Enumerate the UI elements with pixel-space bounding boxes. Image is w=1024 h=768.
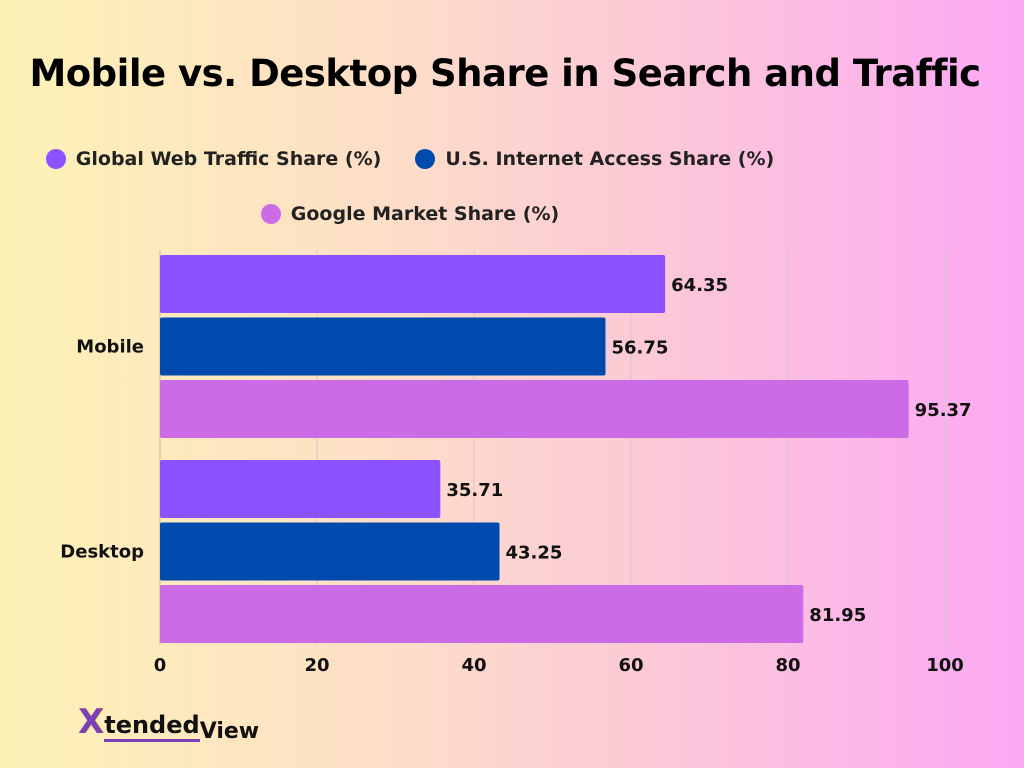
legend-dot-icon [260,204,281,224]
x-tick-label: 80 [775,655,800,676]
x-tick-label: 60 [618,655,643,676]
bar-desktop-1 [160,522,500,581]
bar-desktop-2 [160,585,804,643]
x-tick-label: 40 [461,655,486,676]
legend-label: Global Web Traffic Share (%) [75,148,382,170]
data-label: 81.95 [809,605,866,626]
legend-item-global-web: Global Web Traffic Share (%) [45,148,382,170]
data-label: 95.37 [915,400,972,421]
legend-label: U.S. Internet Access Share (%) [445,148,775,170]
bar-desktop-0 [160,460,441,518]
legend-dot-icon [45,149,66,169]
data-label: 43.25 [506,543,563,564]
x-tick-label: 0 [154,655,167,676]
chart-title: Mobile vs. Desktop Share in Search and T… [29,52,981,95]
logo-view: View [199,719,260,744]
logo-tended: tended [104,711,200,742]
data-label: 64.35 [671,275,728,296]
logo-x: X [78,702,105,742]
y-category-label: Mobile [76,337,144,358]
bar-mobile-2 [160,380,909,438]
data-label: 35.71 [446,480,503,501]
bar-mobile-1 [160,317,606,376]
legend-row-2: Google Market Share (%) [0,203,960,225]
legend-row-1: Global Web Traffic Share (%) U.S. Intern… [0,148,960,170]
legend-item-google: Google Market Share (%) [260,203,560,225]
x-tick-label: 20 [304,655,329,676]
y-category-label: Desktop [60,542,144,563]
bar-mobile-0 [160,255,666,313]
data-label: 56.75 [611,338,668,359]
xtendedview-logo: XtendedView [78,702,260,744]
legend-dot-icon [415,149,436,169]
legend-label: Google Market Share (%) [290,203,560,225]
x-tick-label: 100 [926,655,964,676]
legend-item-us-internet: U.S. Internet Access Share (%) [415,148,774,170]
